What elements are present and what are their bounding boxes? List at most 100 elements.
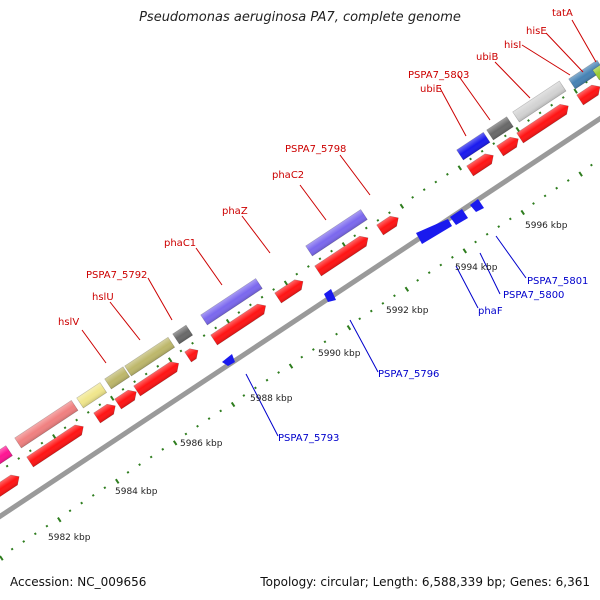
reverse-gene-5796 <box>324 289 336 302</box>
minor-tick <box>318 257 322 261</box>
gene-box <box>124 336 176 377</box>
gene-arrow <box>26 424 84 468</box>
tick-row-outer <box>5 73 600 468</box>
major-tick <box>573 88 578 94</box>
gene-label-5796: PSPA7_5796 <box>378 369 439 380</box>
kbp-label: 5990 kbp <box>318 349 361 359</box>
minor-tick <box>149 455 153 459</box>
gene-label-5800: PSPA7_5800 <box>503 290 564 301</box>
minor-tick <box>237 311 241 314</box>
gene-label-5803: PSPA7_5803 <box>408 70 469 81</box>
kbp-label: 5994 kbp <box>455 263 498 273</box>
gene-box <box>200 278 263 326</box>
major-tick <box>57 517 62 523</box>
minor-tick <box>207 417 211 420</box>
gene-label-phaC2: phaC2 <box>272 170 304 181</box>
minor-tick <box>381 302 385 305</box>
minor-tick <box>538 111 542 115</box>
map-title: Pseudomonas aeruginosa PA7, complete gen… <box>139 10 461 25</box>
accession-text: Accession: NC_009656 <box>10 575 147 589</box>
tick-row-inner <box>0 163 593 561</box>
minor-tick <box>22 540 26 543</box>
minor-tick <box>144 372 148 376</box>
kbp-label: 5992 kbp <box>386 306 429 316</box>
minor-tick <box>133 380 136 384</box>
minor-tick <box>295 272 299 276</box>
gene-box <box>305 209 368 257</box>
gene-label-phaC1: phaC1 <box>164 238 196 249</box>
gene-label-ubiB: ubiB <box>476 52 498 63</box>
minor-tick <box>411 195 415 199</box>
minor-tick <box>121 387 125 391</box>
gene-arrow <box>210 303 267 346</box>
gene-box <box>512 80 567 123</box>
topology-text: Topology: circular; Length: 6,588,339 bp… <box>260 575 590 589</box>
minor-tick <box>184 432 188 436</box>
gene-arrow <box>274 279 304 304</box>
forward-gene-labels: hslV hslU PSPA7_5792 phaC1 phaZ phaC2 PS… <box>58 8 573 328</box>
minor-tick <box>191 341 194 345</box>
major-tick <box>462 248 468 254</box>
major-tick <box>399 203 405 209</box>
kbp-label: 5986 kbp <box>180 439 223 449</box>
kbp-label: 5984 kbp <box>115 487 158 497</box>
minor-tick <box>416 278 420 282</box>
gene-arrow <box>184 348 199 363</box>
minor-tick <box>439 263 443 267</box>
major-tick <box>578 171 583 177</box>
minor-tick <box>388 211 391 215</box>
minor-tick <box>550 103 554 107</box>
minor-tick <box>566 179 570 182</box>
minor-tick <box>179 349 183 353</box>
gene-box <box>568 59 600 90</box>
minor-tick <box>497 225 501 228</box>
major-tick <box>288 363 294 369</box>
major-tick <box>520 209 525 216</box>
minor-tick <box>427 271 431 275</box>
minor-tick <box>330 249 333 253</box>
minor-tick <box>98 403 102 407</box>
minor-tick <box>306 265 310 268</box>
gene-arrow <box>496 136 519 157</box>
gene-arrow <box>93 403 116 424</box>
minor-tick <box>161 447 165 451</box>
minor-tick <box>63 426 67 430</box>
minor-tick <box>451 255 454 259</box>
reverse-gene-features <box>222 199 484 366</box>
major-tick <box>172 440 178 446</box>
reverse-gene-5801 <box>470 199 484 212</box>
minor-tick <box>485 232 489 236</box>
minor-tick <box>75 418 79 422</box>
gene-features <box>0 59 600 502</box>
minor-tick <box>353 234 357 238</box>
minor-tick <box>103 486 107 490</box>
gene-label-5793: PSPA7_5793 <box>278 433 339 444</box>
minor-tick <box>260 295 264 299</box>
major-tick <box>346 325 352 331</box>
minor-tick <box>590 163 593 167</box>
minor-tick <box>214 326 218 330</box>
genome-backbone <box>0 115 600 520</box>
minor-tick <box>219 409 223 413</box>
gene-box <box>456 131 491 161</box>
minor-tick <box>508 217 512 221</box>
gene-arrow <box>466 153 494 177</box>
minor-tick <box>17 457 21 460</box>
major-tick <box>0 555 4 561</box>
gene-arrow <box>516 103 569 144</box>
minor-tick <box>277 371 280 374</box>
gene-label-phaZ: phaZ <box>222 206 248 217</box>
gene-arrow <box>0 474 20 502</box>
gene-box <box>486 116 514 141</box>
major-tick <box>283 280 289 286</box>
reverse-gene-5793 <box>222 354 235 366</box>
gene-label-5798: PSPA7_5798 <box>285 144 346 155</box>
minor-tick <box>33 532 37 536</box>
minor-tick <box>469 157 472 161</box>
minor-tick <box>474 240 477 244</box>
gene-label-hslV: hslV <box>58 317 79 328</box>
minor-tick <box>434 180 438 184</box>
minor-tick <box>91 494 95 497</box>
minor-tick <box>527 119 530 122</box>
minor-tick <box>265 378 269 382</box>
